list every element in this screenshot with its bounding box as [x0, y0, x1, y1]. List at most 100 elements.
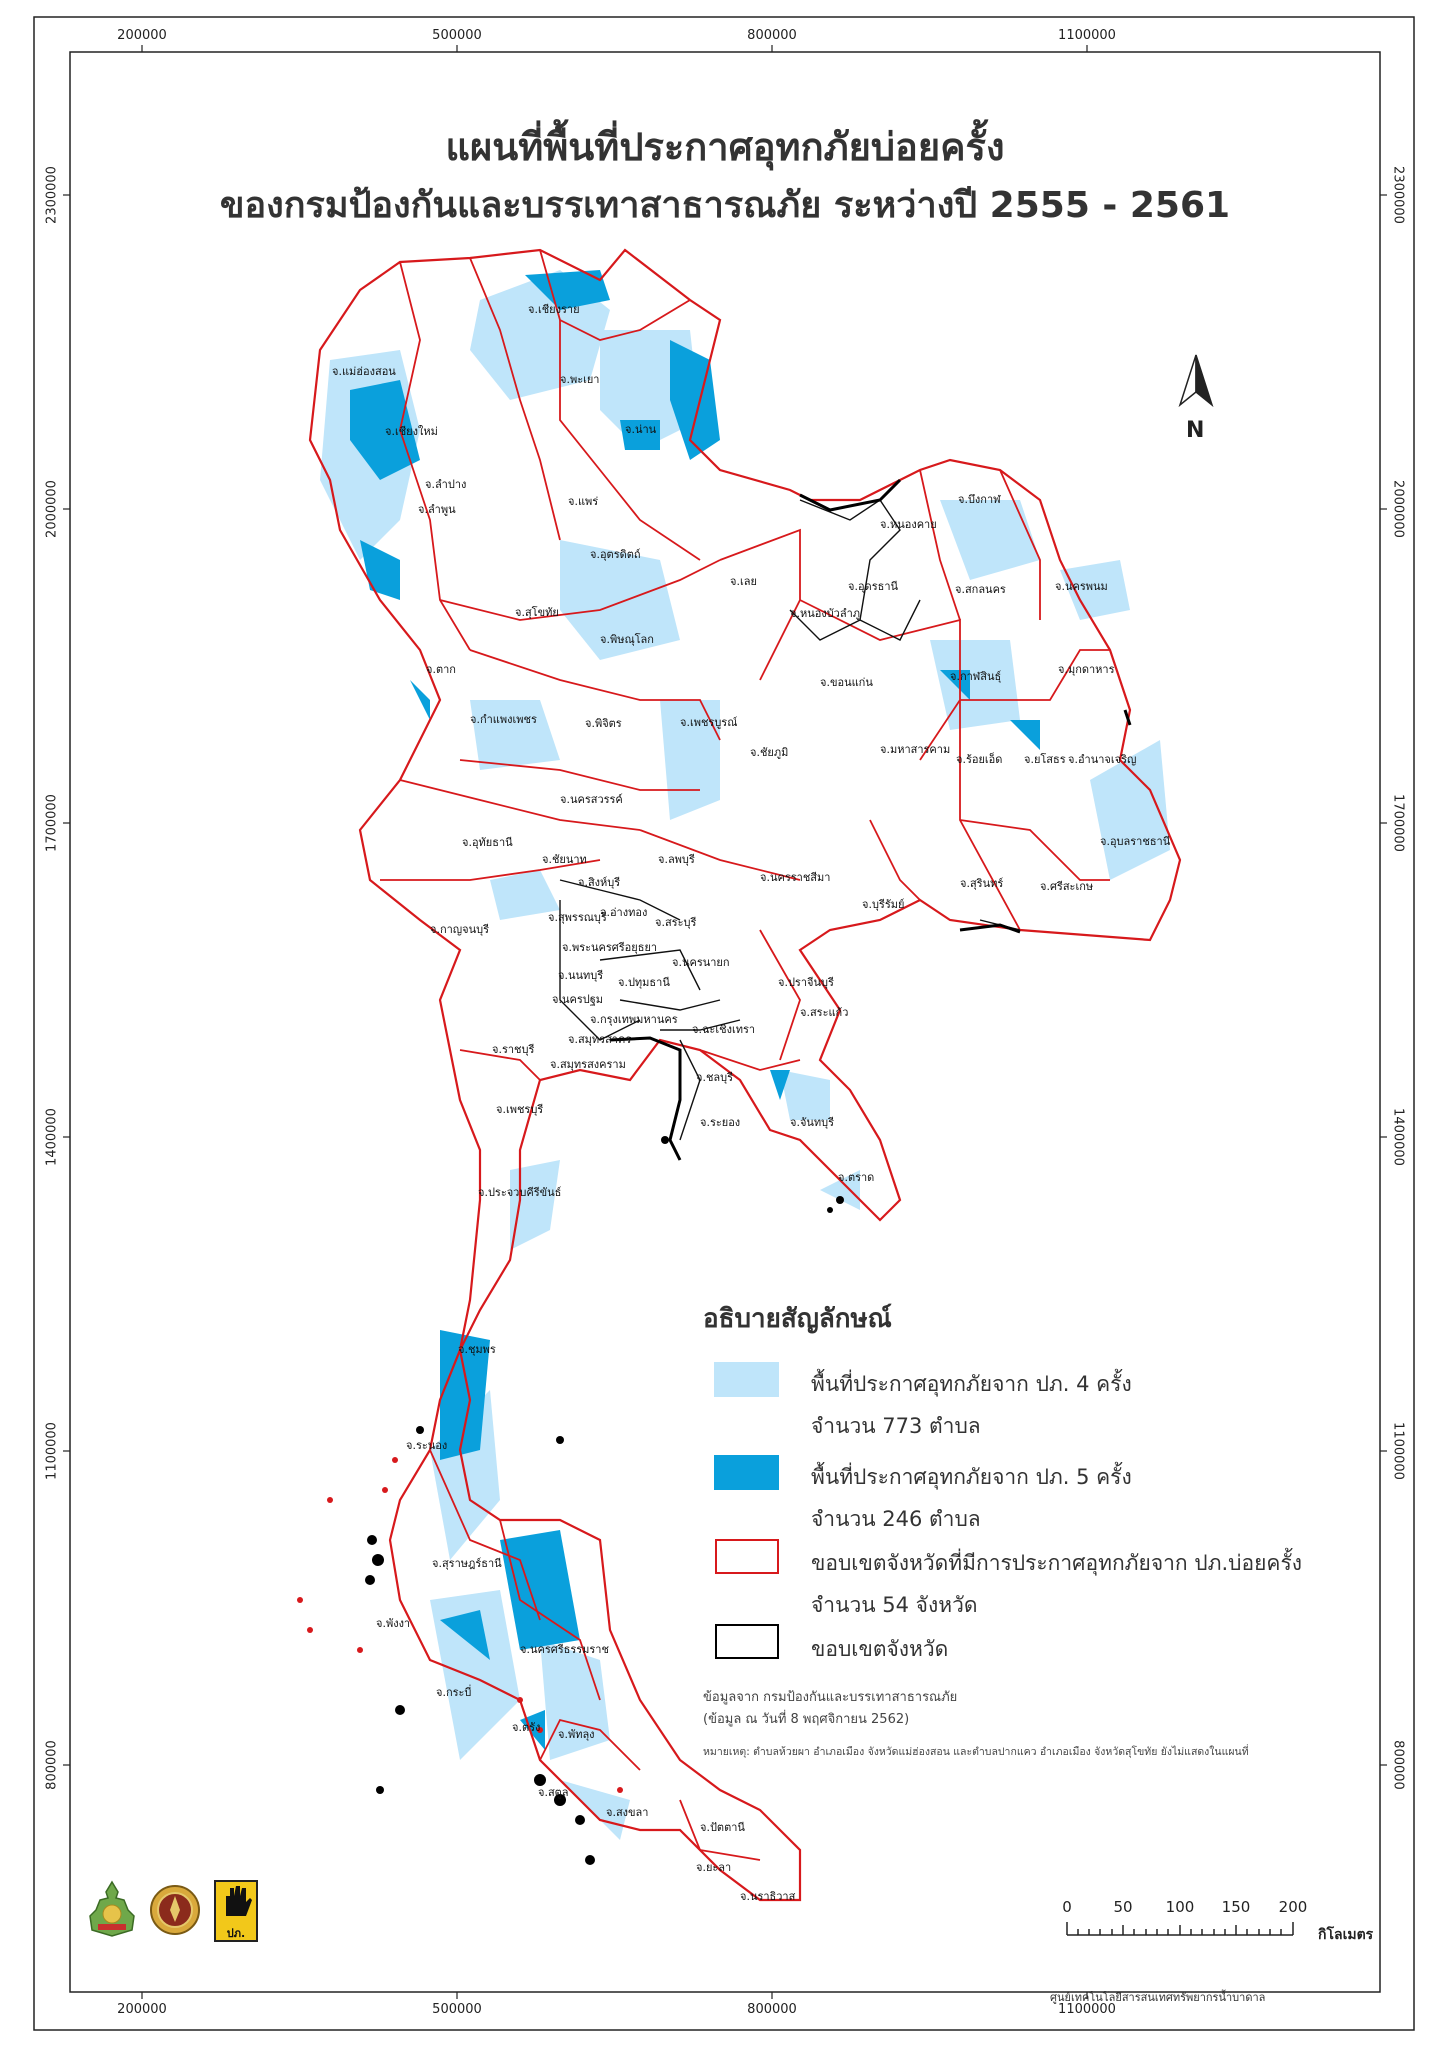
province-label: จ.นครพนม: [1055, 580, 1108, 593]
province-label: จ.เชียงใหม่: [385, 425, 438, 438]
province-label: จ.ร้อยเอ็ด: [956, 753, 1003, 766]
province-label: จ.นครราชสีมา: [760, 871, 831, 884]
map-title-line-1: แผนที่พื้นที่ประกาศอุทกภัยบ่อยครั้ง: [445, 125, 1005, 169]
province-label: จ.นครนายก: [672, 956, 730, 969]
province-label: จ.สมุทรสงคราม: [550, 1058, 626, 1071]
province-label: จ.ลำพูน: [418, 503, 456, 516]
province-label: จ.สระบุรี: [655, 916, 697, 929]
grid-label-y-right: 2000000: [1390, 480, 1406, 538]
legend-item-label: ขอบเขตจังหวัด: [811, 1637, 949, 1661]
province-label: จ.ชัยภูมิ: [750, 746, 789, 759]
credit: ศูนย์เทคโนโลยีสารสนเทศทรัพยากรน้ำบาดาล: [1050, 1991, 1266, 2004]
province-label: จ.สระแก้ว: [800, 1006, 849, 1019]
ddpm-hand-logo-icon: ปภ.: [214, 1880, 258, 1942]
remark: หมายเหตุ: ตำบลห้วยผา อำเภอเมือง จังหวัดแ…: [703, 1746, 1249, 1758]
black-coastline: [609, 478, 1132, 1161]
province-label: จ.นราธิวาส: [740, 1890, 796, 1903]
province-label: จ.สมุทรสาคร: [568, 1033, 632, 1046]
province-label: จ.บุรีรัมย์: [862, 898, 905, 911]
legend-swatch-5-times: [714, 1455, 779, 1490]
province-label: จ.อุดรธานี: [848, 580, 899, 593]
grid-label-y-left: 1400000: [44, 1108, 60, 1166]
grid-label-x-top: 500000: [432, 28, 482, 43]
province-label: จ.เพชรบุรี: [496, 1103, 544, 1116]
legend-item-label: พื้นที่ประกาศอุทกภัยจาก ปภ. 4 ครั้ง: [811, 1372, 1132, 1396]
ministry-emblem-icon: [89, 1880, 135, 1937]
province-label: จ.พระนครศรีอยุธยา: [562, 941, 658, 954]
province-label: จ.สุราษฎร์ธานี: [432, 1557, 502, 1570]
province-label: จ.กาญจนบุรี: [430, 923, 490, 936]
province-label: จ.ราชบุรี: [492, 1043, 535, 1056]
legend-item-label: ขอบเขตจังหวัดที่มีการประกาศอุทกภัยจาก ปภ…: [811, 1551, 1302, 1575]
province-label: จ.แม่ฮ่องสอน: [332, 365, 396, 378]
red-islands: [297, 1457, 623, 1793]
province-label: จ.ตราด: [838, 1171, 875, 1184]
province-label: จ.ประจวบคีรีขันธ์: [478, 1186, 562, 1199]
province-label: จ.จันทบุรี: [790, 1116, 835, 1129]
province-label: จ.นครปฐม: [552, 993, 604, 1006]
province-label: จ.เชียงราย: [528, 303, 580, 316]
province-label: จ.พังงา: [376, 1617, 411, 1630]
province-label: จ.หนองคาย: [880, 518, 937, 531]
province-label: จ.นนทบุรี: [558, 969, 604, 982]
legend-item-count: จำนวน 246 ตำบล: [811, 1507, 981, 1531]
grid-label-x-bottom: 200000: [117, 2002, 167, 2017]
frequent-flood-province-boundary: [308, 248, 1182, 1902]
province-label: จ.สงขลา: [606, 1806, 649, 1819]
province-label: จ.พิษณุโลก: [600, 633, 654, 646]
province-label: จ.อำนาจเจริญ: [1068, 753, 1137, 766]
grid-label-x-bottom: 1100000: [1058, 2002, 1116, 2017]
grid-label-x-bottom: 500000: [432, 2002, 482, 2017]
province-label: จ.สุพรรณบุรี: [548, 911, 607, 924]
grid-label-x-top: 800000: [747, 28, 797, 43]
legend-swatch-4-times: [714, 1362, 779, 1397]
province-label: จ.กระบี่: [436, 1686, 472, 1699]
scale-bar: [1066, 1922, 1294, 1936]
scale-label: 150: [1221, 1898, 1251, 1916]
province-label: จ.ยโสธร: [1024, 753, 1066, 766]
grid-label-y-right: 1100000: [1390, 1422, 1406, 1480]
legend-item-count: จำนวน 54 จังหวัด: [811, 1593, 978, 1617]
grid-label-y-right: 1400000: [1390, 1108, 1406, 1166]
province-label: จ.ปราจีนบุรี: [778, 976, 834, 989]
province-label: จ.กำแพงเพชร: [470, 713, 537, 726]
province-label: จ.ชุมพร: [458, 1343, 496, 1356]
province-label: จ.น่าน: [625, 423, 657, 436]
grid-label-y-left: 2300000: [44, 166, 60, 224]
legend-swatch-red-boundary: [715, 1539, 779, 1574]
province-label: จ.อ่างทอง: [600, 906, 648, 919]
province-label: จ.สุรินทร์: [960, 877, 1004, 890]
source-line-2: (ข้อมูล ณ วันที่ 8 พฤศจิกายน 2562): [703, 1712, 910, 1727]
grid-label-x-bottom: 800000: [747, 2002, 797, 2017]
province-label: จ.แพร่: [568, 495, 599, 508]
scale-label: 100: [1165, 1898, 1195, 1916]
grid-label-y-left: 800000: [44, 1740, 60, 1790]
other-province-boundaries: [559, 499, 1021, 1141]
province-label: จ.มุกดาหาร: [1058, 663, 1115, 676]
grid-label-y-right: 1700000: [1390, 794, 1406, 852]
province-label: จ.กาฬสินธุ์: [950, 670, 1002, 683]
grid-label-y-right: 2300000: [1390, 166, 1406, 224]
legend-item-label: พื้นที่ประกาศอุทกภัยจาก ปภ. 5 ครั้ง: [811, 1465, 1132, 1489]
province-label: จ.ตรัง: [512, 1721, 541, 1734]
scale-unit: กิโลเมตร: [1318, 1927, 1374, 1943]
province-label: จ.บึงกาฬ: [958, 493, 1001, 506]
province-label: จ.ขอนแก่น: [820, 676, 873, 689]
grid-label-y-left: 1700000: [44, 794, 60, 852]
province-label: จ.อุทัยธานี: [462, 836, 513, 849]
province-label: จ.อุตรดิตถ์: [590, 548, 641, 561]
province-label: จ.นครสวรรค์: [560, 793, 623, 806]
province-label: จ.เพชรบูรณ์: [680, 716, 738, 729]
grid-label-y-left: 1100000: [44, 1422, 60, 1480]
scale-label: 200: [1278, 1898, 1308, 1916]
province-label: จ.มหาสารคาม: [880, 743, 951, 756]
province-label: จ.สุโขทัย: [515, 606, 559, 619]
province-label: จ.ลพบุรี: [658, 853, 695, 866]
legend-item-count: จำนวน 773 ตำบล: [811, 1414, 981, 1438]
thailand-map: [297, 248, 1182, 1902]
map-title-line-2: ของกรมป้องกันและบรรเทาสาธารณภัย ระหว่างป…: [219, 185, 1231, 226]
province-label: จ.หนองบัวลำภู: [790, 607, 861, 620]
province-label: จ.สกลนคร: [955, 583, 1006, 596]
source-line-1: ข้อมูลจาก กรมป้องกันและบรรเทาสาธารณภัย: [703, 1690, 958, 1705]
